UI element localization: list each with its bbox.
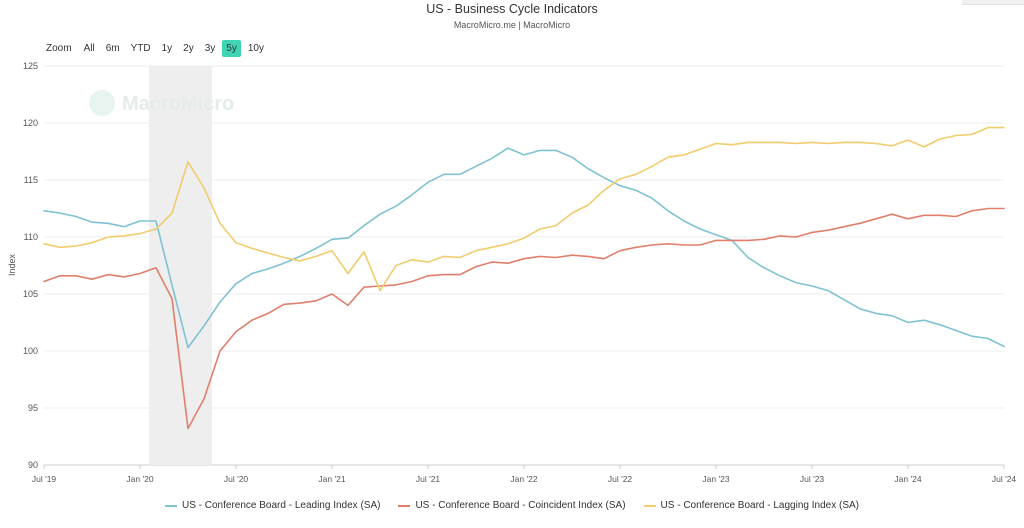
axes: 90 95 100 105 110 115 120 125 Jul '19 Jan '20 Jul … [23, 61, 1016, 484]
range-button-3y[interactable]: 3y [204, 43, 216, 54]
range-button-1y[interactable]: 1y [161, 43, 173, 54]
watermark-text: MacroMicro [122, 93, 234, 115]
y-tick-label-100: 100 [23, 346, 38, 356]
chart-title: US - Business Cycle Indicators [426, 2, 598, 16]
legend-item-leading[interactable]: US - Conference Board - Leading Index (S… [165, 500, 380, 511]
x-tick-label-2: Jul '20 [224, 474, 249, 484]
y-tick-label-120: 120 [23, 118, 38, 128]
watermark-logo-icon [89, 90, 115, 116]
legend-label-lagging: US - Conference Board - Lagging Index (S… [660, 500, 859, 511]
range-button-5y[interactable]: 5y [222, 40, 241, 57]
y-tick-label-115: 115 [24, 175, 38, 185]
y-tick-label-105: 105 [23, 289, 38, 299]
range-button-6m[interactable]: 6m [105, 43, 120, 54]
x-tick-label-1: Jan '20 [126, 474, 153, 484]
watermark: MacroMicro [89, 90, 234, 116]
legend-swatch-leading [165, 504, 177, 507]
x-tick-label-5: Jan '22 [510, 474, 537, 484]
top-right-control[interactable] [962, 0, 1024, 5]
x-tick-label-0: Jul '19 [32, 474, 57, 484]
range-button-10y[interactable]: 10y [247, 43, 264, 54]
y-tick-label-90: 90 [28, 460, 38, 470]
legend-swatch-coincident [398, 504, 411, 507]
x-tick-label-4: Jul '21 [416, 474, 441, 484]
x-tick-label-9: Jan '24 [894, 474, 921, 484]
x-tick-label-7: Jan '23 [702, 474, 729, 484]
series-lines [43, 126, 1005, 430]
y-tick-label-125: 125 [23, 61, 38, 71]
x-tick-label-6: Jul '22 [608, 474, 633, 484]
recession-band [149, 66, 212, 465]
series-line-0 [43, 147, 1005, 349]
chart-subtitle: MacroMicro.me | MacroMicro [453, 20, 571, 30]
zoom-label: Zoom [46, 43, 72, 54]
x-tick-label-8: Jul '23 [800, 474, 825, 484]
y-tick-label-110: 110 [24, 232, 38, 242]
series-line-2 [43, 126, 1005, 292]
x-tick-label-10: Jul '24 [992, 474, 1017, 484]
legend-swatch-lagging [643, 504, 656, 507]
recession-band-layer [149, 66, 212, 465]
chart-legend: US - Conference Board - Leading Index (S… [0, 500, 1024, 511]
series-line-1 [43, 207, 1005, 430]
x-tick-label-3: Jan '21 [318, 474, 345, 484]
legend-item-lagging[interactable]: US - Conference Board - Lagging Index (S… [643, 500, 859, 511]
legend-item-coincident[interactable]: US - Conference Board - Coincident Index… [398, 500, 626, 511]
legend-label-leading: US - Conference Board - Leading Index (S… [182, 500, 381, 511]
range-button-2y[interactable]: 2y [183, 43, 194, 54]
legend-label-coincident: US - Conference Board - Coincident Index… [415, 500, 626, 511]
range-button-all[interactable]: All [83, 43, 95, 54]
range-button-ytd[interactable]: YTD [130, 43, 151, 54]
y-tick-label-95: 95 [28, 403, 38, 413]
y-axis-label: Index [7, 253, 17, 276]
range-selector: Zoom All 6m YTD 1y 2y 3y 5y 10y [46, 40, 271, 57]
